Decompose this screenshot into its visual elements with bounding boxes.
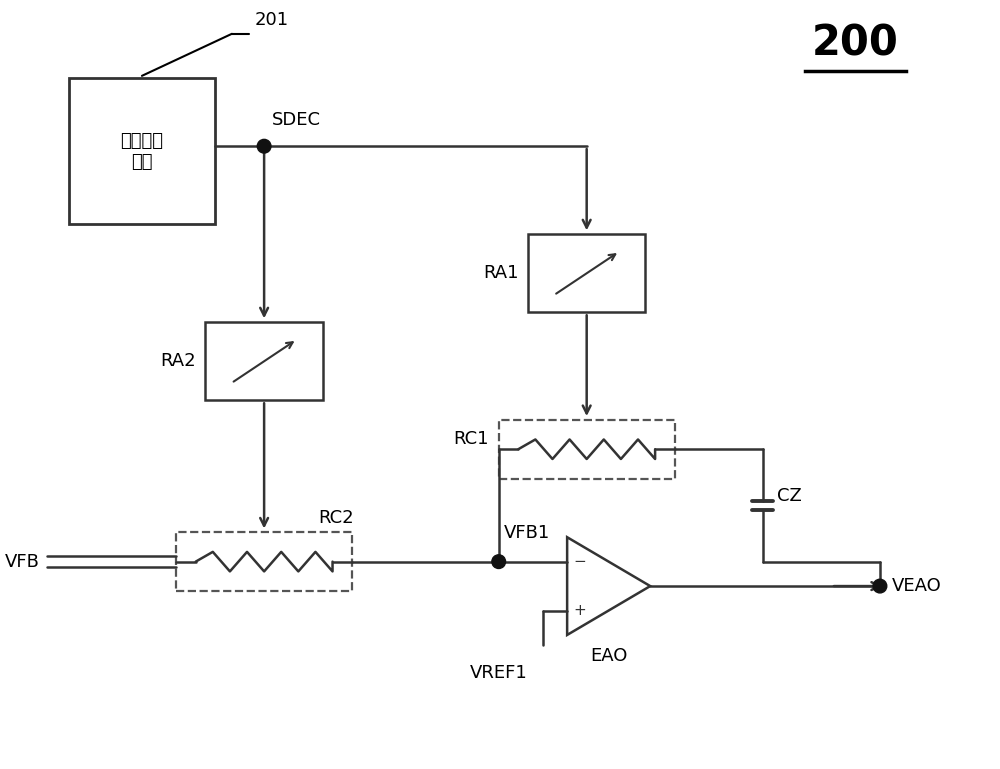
Text: 200: 200 [812, 22, 899, 65]
Bar [528, 235, 645, 312]
Bar [499, 420, 675, 478]
Circle shape [257, 139, 271, 153]
Text: VFB1: VFB1 [504, 524, 550, 542]
Text: SDEC: SDEC [272, 111, 321, 128]
Text: CZ: CZ [777, 487, 802, 504]
Bar [176, 532, 352, 591]
Text: VREF1: VREF1 [470, 664, 528, 682]
Circle shape [492, 554, 506, 568]
Text: 瞬态检测
电路: 瞬态检测 电路 [120, 131, 163, 171]
Bar [69, 78, 215, 225]
Text: −: − [573, 554, 586, 569]
Text: VEAO: VEAO [892, 577, 941, 595]
Text: VFB: VFB [4, 553, 39, 571]
Text: RC2: RC2 [318, 509, 354, 528]
Bar [205, 322, 323, 401]
Circle shape [873, 579, 887, 593]
Text: RA2: RA2 [160, 352, 196, 370]
Text: RC1: RC1 [453, 431, 489, 448]
Text: 201: 201 [254, 11, 288, 29]
Text: EAO: EAO [590, 647, 627, 664]
Text: +: + [573, 603, 586, 618]
Text: RA1: RA1 [483, 265, 518, 282]
